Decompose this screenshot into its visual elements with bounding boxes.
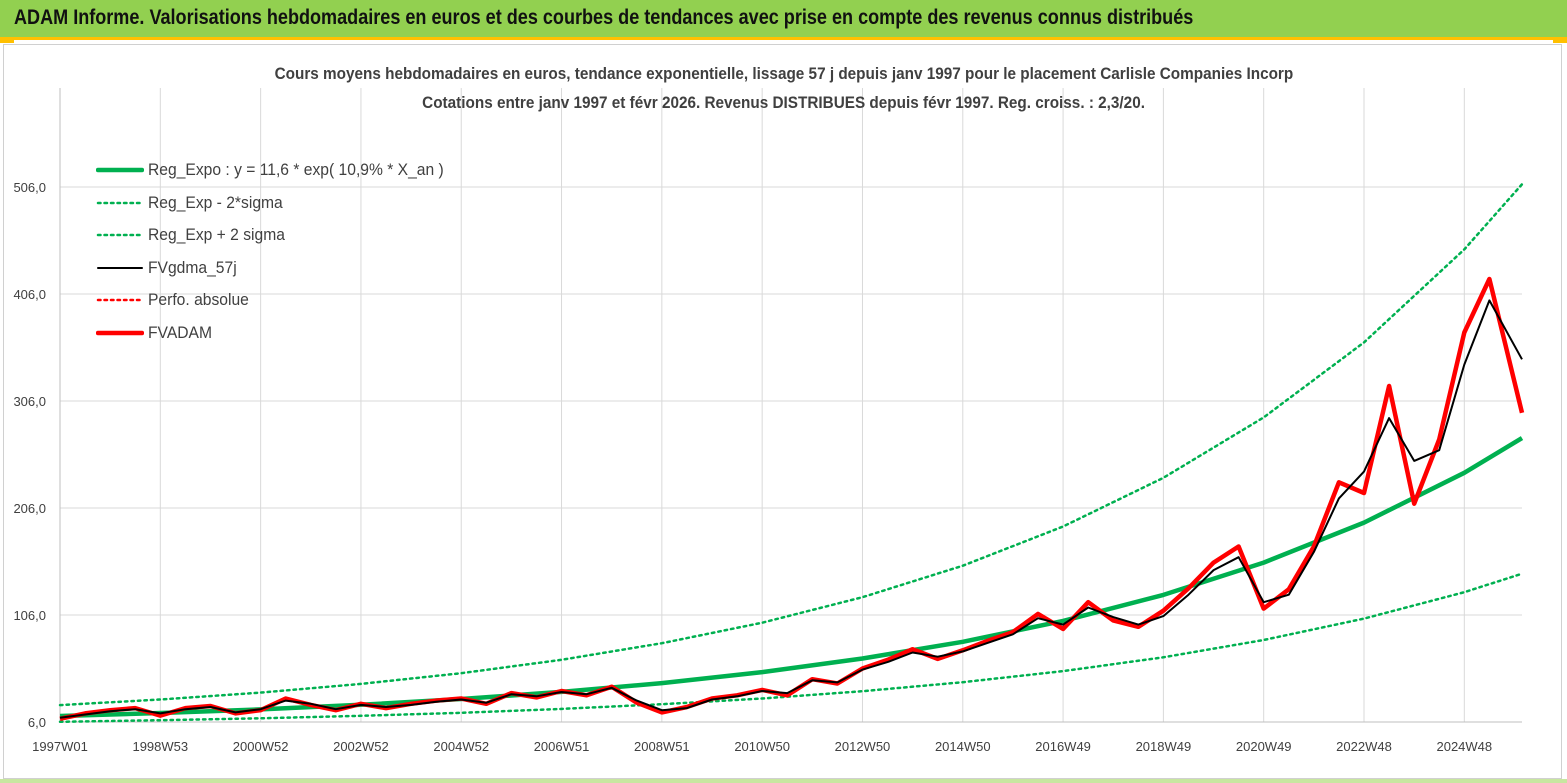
bottom-strip bbox=[0, 779, 1567, 783]
x-tick-label: 2010W50 bbox=[734, 739, 790, 754]
chart-frame bbox=[3, 44, 1562, 779]
legend-swatch bbox=[96, 330, 144, 335]
legend-item: Reg_Exp - 2*sigma bbox=[96, 187, 469, 220]
legend-label: Perfo. absolue bbox=[148, 290, 249, 310]
chart-title: Cours moyens hebdomadaires en euros, ten… bbox=[274, 64, 1293, 83]
legend-label: Reg_Expo : y = 11,6 * exp( 10,9% * X_an … bbox=[148, 160, 444, 180]
legend-label: Reg_Exp + 2 sigma bbox=[148, 225, 285, 245]
banner-accent-left bbox=[0, 38, 14, 43]
banner-accent-right bbox=[1553, 38, 1567, 43]
series-line-fvgdma-57j bbox=[59, 299, 1523, 719]
x-tick-label: 2018W49 bbox=[1136, 739, 1192, 754]
y-tick-label: 506,0 bbox=[13, 180, 46, 195]
series-line-reg-exp-2-sigma bbox=[58, 572, 1524, 724]
legend-item: FVgdma_57j bbox=[96, 252, 469, 285]
legend-swatch bbox=[96, 168, 144, 173]
series-line-reg-expo-y-11-6-exp-10-9-x-an- bbox=[59, 436, 1524, 719]
series-line-reg-exp-2-sigma bbox=[58, 183, 1524, 707]
legend-swatch bbox=[97, 266, 143, 269]
legend-label: Reg_Exp - 2*sigma bbox=[148, 192, 283, 212]
x-tick-label: 2006W51 bbox=[534, 739, 590, 754]
x-tick-label: 2016W49 bbox=[1035, 739, 1091, 754]
chart-legend: Reg_Expo : y = 11,6 * exp( 10,9% * X_an … bbox=[96, 154, 469, 349]
x-tick-label: 1998W53 bbox=[132, 739, 188, 754]
x-tick-label: 1997W01 bbox=[32, 739, 88, 754]
legend-item: FVADAM bbox=[96, 317, 469, 350]
y-tick-label: 206,0 bbox=[13, 501, 46, 516]
x-tick-label: 2022W48 bbox=[1336, 739, 1392, 754]
legend-item: Reg_Expo : y = 11,6 * exp( 10,9% * X_an … bbox=[96, 154, 469, 187]
x-tick-label: 2008W51 bbox=[634, 739, 690, 754]
y-tick-label: 106,0 bbox=[13, 608, 46, 623]
x-tick-label: 2012W50 bbox=[835, 739, 891, 754]
legend-swatch bbox=[96, 299, 144, 302]
y-tick-label: 306,0 bbox=[13, 394, 46, 409]
y-tick-label: 6,0 bbox=[28, 715, 46, 730]
report-title: ADAM Informe. Valorisations hebdomadaire… bbox=[14, 6, 1194, 29]
legend-swatch bbox=[96, 201, 144, 204]
x-tick-label: 2014W50 bbox=[935, 739, 991, 754]
legend-label: FVADAM bbox=[148, 322, 213, 342]
legend-label: FVgdma_57j bbox=[148, 257, 237, 277]
report-banner: ADAM Informe. Valorisations hebdomadaire… bbox=[0, 0, 1567, 40]
x-tick-label: 2000W52 bbox=[233, 739, 289, 754]
legend-item: Perfo. absolue bbox=[96, 284, 469, 317]
chart-subtitle: Cotations entre janv 1997 et févr 2026. … bbox=[422, 93, 1145, 112]
legend-item: Reg_Exp + 2 sigma bbox=[96, 219, 469, 252]
x-tick-label: 2004W52 bbox=[433, 739, 489, 754]
x-tick-label: 2002W52 bbox=[333, 739, 389, 754]
legend-swatch bbox=[96, 234, 144, 237]
x-tick-label: 2020W49 bbox=[1236, 739, 1292, 754]
y-tick-label: 406,0 bbox=[13, 287, 46, 302]
x-tick-label: 2024W48 bbox=[1436, 739, 1492, 754]
